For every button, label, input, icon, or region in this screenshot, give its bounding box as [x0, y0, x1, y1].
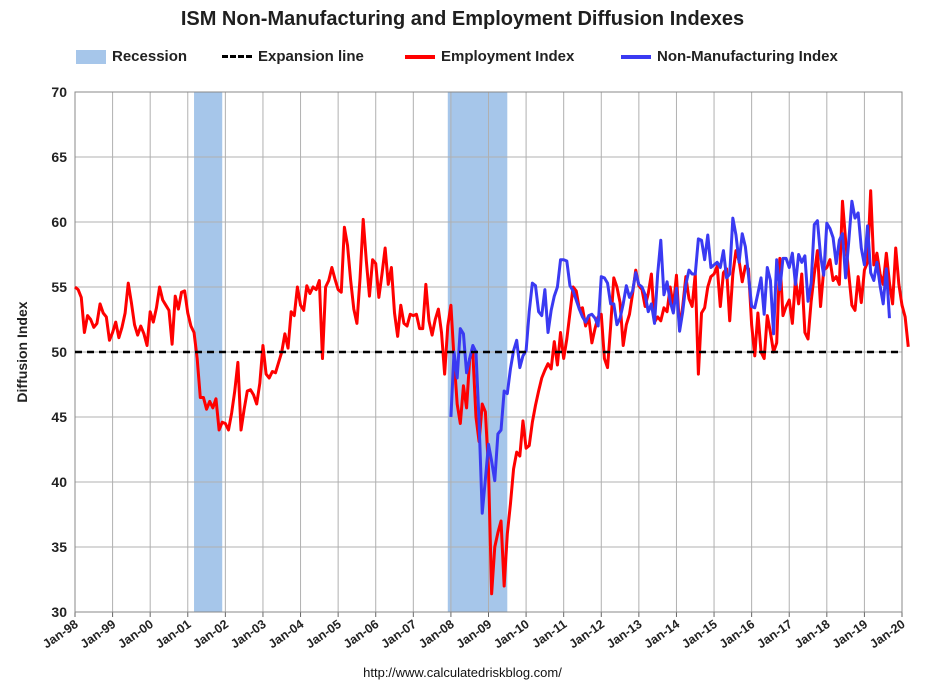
- chart-title: ISM Non-Manufacturing and Employment Dif…: [180, 8, 745, 30]
- legend-swatch-expansion: [222, 55, 252, 58]
- x-tick-label-4: Jan-02: [191, 617, 232, 651]
- x-tick-label-22: Jan-20: [867, 617, 908, 651]
- legend-item-recession: Recession: [76, 48, 187, 65]
- x-tick-label-16: Jan-14: [642, 617, 683, 651]
- x-tick-label-12: Jan-10: [491, 617, 532, 651]
- x-tick-label-3: Jan-01: [153, 617, 194, 651]
- y-tick-label-45: 45: [51, 409, 67, 425]
- y-tick-label-35: 35: [51, 539, 67, 555]
- x-tick-label-8: Jan-06: [341, 617, 382, 651]
- x-tick-label-10: Jan-08: [416, 617, 457, 651]
- y-tick-label-40: 40: [51, 474, 67, 490]
- legend-item-expansion: Expansion line: [222, 48, 364, 65]
- x-tick-label-9: Jan-07: [379, 617, 420, 651]
- x-tick-label-11: Jan-09: [454, 617, 495, 651]
- x-tick-label-6: Jan-04: [266, 617, 307, 651]
- y-tick-label-65: 65: [51, 149, 67, 165]
- x-tick-label-19: Jan-17: [754, 617, 795, 651]
- non-manufacturing-index-line: [449, 199, 891, 515]
- x-tick-label-18: Jan-16: [717, 617, 758, 651]
- x-tick-label-21: Jan-19: [830, 617, 871, 651]
- x-tick-label-5: Jan-03: [228, 617, 269, 651]
- y-tick-label-50: 50: [51, 344, 67, 360]
- x-tick-label-15: Jan-13: [604, 617, 645, 651]
- source-url[interactable]: http://www.calculatedriskblog.com/: [363, 665, 562, 680]
- employment-index-line: [74, 189, 910, 596]
- legend-label-expansion: Expansion line: [258, 48, 364, 65]
- x-tick-label-17: Jan-15: [679, 617, 720, 651]
- x-tick-label-7: Jan-05: [303, 617, 344, 651]
- x-tick-label-20: Jan-18: [792, 617, 833, 651]
- legend: Recession Expansion line Employment Inde…: [0, 48, 925, 70]
- x-tick-label-2: Jan-00: [115, 617, 156, 651]
- x-tick-label-14: Jan-12: [567, 617, 608, 651]
- y-tick-label-30: 30: [51, 604, 67, 620]
- legend-label-employment: Employment Index: [441, 48, 575, 65]
- legend-item-nonmfg: Non-Manufacturing Index: [621, 48, 838, 65]
- y-tick-label-70: 70: [51, 84, 67, 100]
- legend-swatch-employment: [405, 54, 435, 59]
- x-tick-label-1: Jan-99: [78, 617, 119, 651]
- x-tick-label-0: Jan-98: [40, 617, 81, 651]
- y-tick-label-55: 55: [51, 279, 67, 295]
- x-tick-label-13: Jan-11: [529, 617, 569, 651]
- legend-swatch-nonmfg: [621, 54, 651, 59]
- legend-item-employment: Employment Index: [405, 48, 574, 65]
- legend-label-recession: Recession: [112, 48, 188, 65]
- y-axis-label: Diffusion Index: [14, 301, 30, 403]
- legend-label-nonmfg: Non-Manufacturing Index: [657, 48, 838, 65]
- y-tick-label-60: 60: [51, 214, 67, 230]
- legend-swatch-recession: [76, 49, 106, 64]
